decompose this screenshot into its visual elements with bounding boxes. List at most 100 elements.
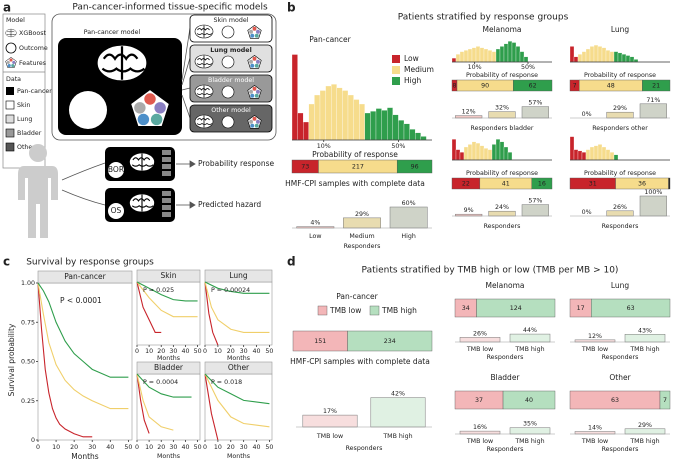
connectors — [61, 160, 196, 209]
legend-item: XGBoost — [19, 30, 46, 37]
histogram-bar — [451, 139, 457, 161]
histogram-bar — [601, 146, 607, 161]
x-tick-label: 50 — [265, 348, 273, 355]
plot-frame — [136, 281, 201, 346]
x-tick-label: 30 — [88, 444, 96, 451]
segment-label: 22 — [462, 181, 470, 188]
histogram-bar — [392, 114, 399, 141]
histogram-bar — [613, 154, 619, 161]
plot-title: Other — [228, 363, 250, 372]
x-axis-label: Probability of response — [584, 170, 656, 177]
x-tick-label: 0 — [135, 348, 139, 355]
histogram-bar — [483, 148, 489, 161]
segment-label: 217 — [352, 164, 364, 171]
bar — [389, 206, 428, 229]
x-tick-label: 0 — [36, 444, 40, 451]
survival-curve — [204, 281, 270, 333]
histogram-bar — [479, 145, 485, 161]
x-tick-label: 30 — [169, 444, 177, 451]
strip — [136, 269, 201, 283]
x-tick-label: 0 — [203, 348, 207, 355]
y-tick-label: 0.50 — [21, 359, 35, 366]
bar-label: 29% — [613, 105, 627, 112]
panel-a: a Pan-cancer-informed tissue-specific mo… — [2, 1, 277, 238]
histogram-bar — [487, 149, 493, 161]
x-tick-label: 50 — [265, 444, 273, 451]
legend-swatch — [369, 305, 380, 316]
histogram-bar — [577, 54, 583, 63]
histogram-bar — [409, 129, 416, 141]
x-axis-label: Months — [227, 453, 250, 460]
histogram-bar — [375, 108, 382, 141]
bar-label: 29% — [355, 211, 369, 218]
histogram-bar — [597, 144, 603, 161]
segment-label: 34 — [462, 305, 470, 312]
histogram-bar — [495, 139, 501, 161]
histogram-bar — [336, 87, 343, 141]
histogram-bar — [569, 46, 575, 63]
category-label: TMB low — [316, 433, 343, 440]
bar — [624, 334, 666, 343]
segment-label: 37 — [475, 397, 483, 404]
output-label: Probability response — [198, 159, 274, 168]
histogram-bar — [359, 103, 365, 141]
panel-title: Patients stratified by TMB high or low (… — [362, 266, 619, 276]
histogram-bar — [581, 51, 587, 63]
x-tick-label: 10 — [214, 348, 222, 355]
histogram-bar — [314, 94, 321, 141]
histogram-bar — [593, 44, 599, 63]
histogram-bar — [420, 136, 427, 141]
segment-label: 63 — [627, 305, 635, 312]
x-axis-label: Months — [71, 452, 99, 461]
survival-curve — [204, 373, 270, 428]
bar-label: 32% — [495, 105, 509, 112]
histogram-bar — [503, 146, 509, 161]
x-axis-label: Responders — [487, 446, 524, 453]
x-tick-label: 0 — [203, 444, 207, 451]
histogram-bar — [515, 46, 521, 63]
x-tick-label: 20 — [227, 444, 235, 451]
segment-label: 96 — [411, 164, 419, 171]
x-tick-label: 50 — [194, 348, 202, 355]
bar — [370, 397, 426, 428]
brain-icon — [128, 193, 156, 213]
subpanel-title: Bladder — [490, 373, 520, 382]
category-label: TMB low — [581, 438, 608, 445]
bar-label: 14% — [588, 424, 602, 431]
segment-label: 7 — [573, 83, 577, 90]
x-axis-label: Responders — [602, 446, 639, 453]
survival-curve — [37, 282, 129, 378]
bar-label: 57% — [528, 198, 542, 205]
bar — [488, 111, 516, 119]
bar-label: 29% — [638, 422, 652, 429]
histogram-bar — [605, 50, 611, 63]
histogram-bar — [581, 152, 587, 161]
bar — [455, 213, 483, 217]
x-axis-label: Responders bladder — [471, 125, 534, 132]
survival-curve — [37, 282, 129, 410]
histogram-bar — [503, 43, 509, 63]
x-tick-label: 10 — [145, 444, 153, 451]
x-axis-label: Responders — [344, 243, 381, 250]
p-value: P < 0.0001 — [60, 296, 102, 305]
legend-icon — [5, 28, 17, 38]
histogram-bar — [499, 141, 505, 161]
histogram-bar — [589, 46, 595, 63]
legend-item: Outcome — [19, 45, 48, 52]
brain-icon — [128, 152, 156, 172]
x-tick-label: 20 — [70, 444, 78, 451]
plot-frame — [37, 282, 133, 441]
histogram-bar — [342, 90, 349, 141]
histogram-bar — [467, 144, 473, 161]
category-label: TMB low — [581, 346, 608, 353]
histogram-bar — [507, 152, 513, 161]
bar — [606, 111, 634, 119]
segment-label: 21 — [652, 83, 660, 90]
x-tick-label: 30 — [169, 348, 177, 355]
category-label: Low — [309, 233, 321, 240]
outcome-icon — [69, 91, 107, 129]
p-value: P = 0.0004 — [143, 379, 178, 386]
survival-curve — [204, 373, 270, 405]
histogram-bar — [495, 48, 501, 63]
bar — [574, 431, 616, 435]
